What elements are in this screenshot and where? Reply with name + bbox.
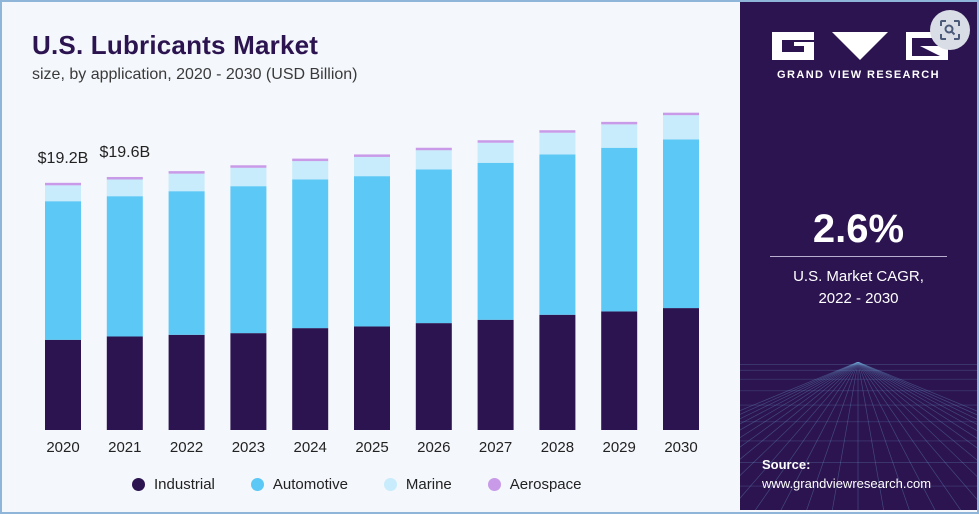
chart-title: U.S. Lubricants Market <box>32 30 319 60</box>
bar-marine-2025 <box>354 156 390 177</box>
bar-aerospace-2022 <box>168 171 205 174</box>
x-tick-label-2022: 2022 <box>170 439 203 456</box>
bar-marine-2023 <box>230 167 267 187</box>
legend-swatch-automotive <box>250 478 264 491</box>
bar-marine-2030 <box>663 115 699 140</box>
cagr-label-line-1: U.S. Market CAGR, <box>793 268 924 285</box>
cagr-label: U.S. Market CAGR, 2022 - 2030 <box>740 266 977 310</box>
legend-item-automotive: Automotive <box>250 476 348 493</box>
bar-industrial-2026 <box>415 323 452 430</box>
cagr-label-line-2: 2022 - 2030 <box>818 290 899 307</box>
legend-label-aerospace: Aerospace <box>509 476 582 493</box>
bar-aerospace-2028 <box>539 130 576 133</box>
x-tick-label-2029: 2029 <box>603 439 636 456</box>
bar-automotive-2028 <box>539 154 576 315</box>
data-label-2021: $19.6B <box>99 144 150 161</box>
cagr-divider <box>770 256 947 257</box>
decorative-grid-graphic <box>740 362 977 510</box>
legend-label-marine: Marine <box>405 476 452 493</box>
legend-label-automotive: Automotive <box>272 476 348 493</box>
bar-automotive-2030 <box>663 139 699 309</box>
bar-marine-2024 <box>292 161 329 180</box>
grand-view-research-logo <box>772 32 948 60</box>
bar-automotive-2026 <box>415 169 452 324</box>
bar-aerospace-2026 <box>415 147 452 151</box>
chart-legend: Industrial Automotive Marine Aerospace <box>132 476 582 493</box>
bar-automotive-2021 <box>106 196 143 337</box>
legend-swatch-marine <box>383 478 397 491</box>
legend-item-industrial: Industrial <box>132 476 215 493</box>
bar-aerospace-2024 <box>292 158 329 162</box>
bar-marine-2020 <box>45 185 81 202</box>
x-tick-label-2021: 2021 <box>108 439 141 456</box>
bar-aerospace-2023 <box>230 165 267 168</box>
x-tick-label-2030: 2030 <box>664 439 697 456</box>
bar-marine-2021 <box>106 179 143 197</box>
brand-name: GRAND VIEW RESEARCH <box>777 69 940 81</box>
chart-panel: U.S. Lubricants Market size, by applicat… <box>2 2 740 510</box>
bar-marine-2026 <box>415 150 452 170</box>
x-tick-label-2026: 2026 <box>417 439 450 456</box>
bar-aerospace-2027 <box>477 140 514 143</box>
x-tick-label-2020: 2020 <box>46 439 79 456</box>
legend-item-aerospace: Aerospace <box>487 476 582 493</box>
bar-industrial-2023 <box>230 333 267 430</box>
bar-aerospace-2025 <box>354 154 390 157</box>
bar-industrial-2024 <box>292 328 329 430</box>
legend-item-marine: Marine <box>383 476 452 493</box>
x-tick-label-2023: 2023 <box>232 439 265 456</box>
bar-aerospace-2020 <box>45 182 81 186</box>
bar-automotive-2024 <box>292 179 329 329</box>
bar-marine-2027 <box>477 142 514 163</box>
bar-aerospace-2030 <box>663 112 699 116</box>
cagr-value: 2.6% <box>812 207 905 251</box>
bar-aerospace-2021 <box>106 176 143 180</box>
x-tick-label-2025: 2025 <box>355 439 388 456</box>
chart-subtitle: size, by application, 2020 - 2030 (USD B… <box>32 66 358 83</box>
data-label-2020: $19.2B <box>38 150 89 167</box>
bar-industrial-2020 <box>45 339 81 430</box>
x-tick-label-2028: 2028 <box>541 439 574 456</box>
bar-automotive-2027 <box>477 162 514 320</box>
bar-marine-2028 <box>539 132 576 155</box>
stacked-bar-chart: 2020 2021 2022 2023 2024 2025 2026 2027 2028 2029… <box>38 112 699 456</box>
bar-automotive-2029 <box>601 147 638 312</box>
bar-industrial-2022 <box>168 334 205 430</box>
brand-panel: GRAND VIEW RESEARCH 2.6% U.S. Market CAG… <box>740 2 977 510</box>
bar-marine-2022 <box>168 173 205 192</box>
bar-aerospace-2029 <box>601 121 638 125</box>
bar-industrial-2027 <box>477 319 514 430</box>
bar-industrial-2030 <box>663 308 699 430</box>
bar-marine-2029 <box>601 124 638 148</box>
x-tick-label-2024: 2024 <box>294 439 327 456</box>
x-tick-label-2027: 2027 <box>479 439 512 456</box>
bar-industrial-2025 <box>354 326 390 430</box>
source-url: www.grandviewresearch.com <box>762 476 932 491</box>
source-label: Source: <box>762 457 811 472</box>
legend-label-industrial: Industrial <box>154 476 215 493</box>
bar-industrial-2028 <box>539 314 576 430</box>
visual-search-icon[interactable] <box>930 10 970 50</box>
bar-industrial-2021 <box>106 336 143 430</box>
bar-automotive-2023 <box>230 186 267 334</box>
legend-swatch-industrial <box>132 478 145 491</box>
legend-swatch-aerospace <box>487 478 501 491</box>
bar-industrial-2029 <box>601 311 638 430</box>
bar-automotive-2022 <box>168 191 205 335</box>
bar-automotive-2020 <box>45 201 81 340</box>
bar-automotive-2025 <box>354 176 390 327</box>
